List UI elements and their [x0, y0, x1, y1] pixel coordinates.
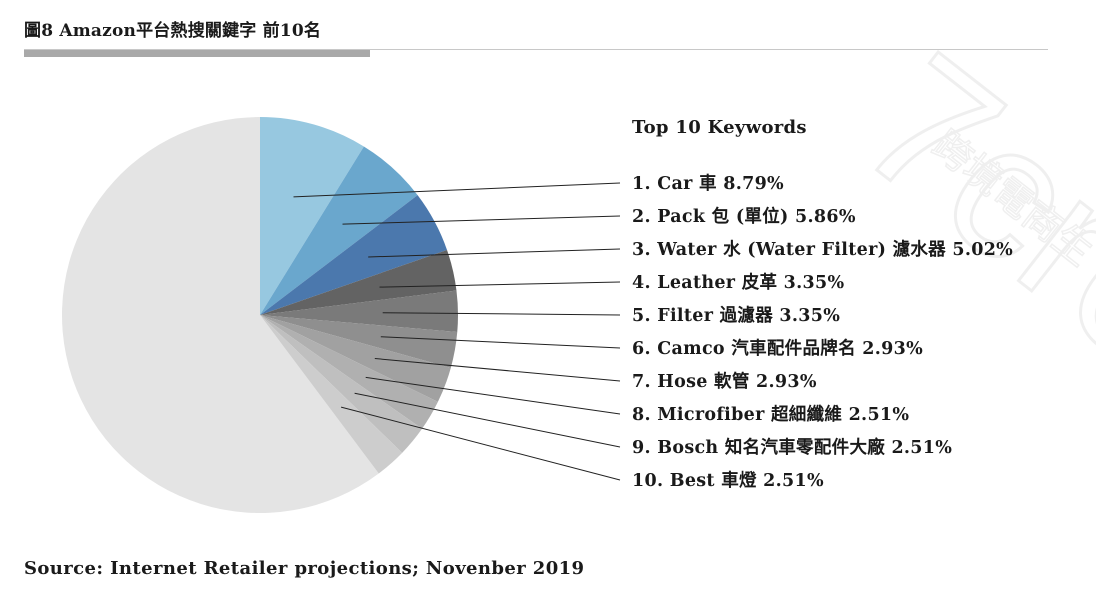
source-note: Source: Internet Retailer projections; N… [24, 558, 585, 579]
leader-line-3 [368, 248, 621, 258]
legend-label-4: 4. Leather 皮革 3.35% [632, 272, 845, 293]
pie-slice-2 [260, 146, 418, 315]
leader-line-9 [354, 392, 621, 448]
pie-slice-5 [260, 290, 458, 333]
leader-line-10 [340, 406, 621, 481]
pie-slice-remainder [61, 116, 379, 513]
legend-label-5: 5. Filter 過濾器 3.35% [632, 305, 840, 326]
pie-slice-8 [260, 315, 438, 429]
leader-line-4 [379, 281, 621, 288]
pie-slice-1 [260, 117, 364, 315]
pie-slice-6 [260, 315, 458, 368]
pie-slice-4 [260, 249, 457, 315]
leader-line-7 [374, 358, 621, 382]
pie-slice-9 [260, 315, 423, 453]
legend-label-2: 2. Pack 包 (單位) 5.86% [632, 206, 856, 227]
pie-slice-3 [260, 195, 448, 315]
page-title: 圖8 Amazon平台熱搜關鍵字 前10名 [24, 21, 322, 41]
leader-line-5 [382, 312, 621, 316]
leader-line-2 [342, 215, 621, 225]
leader-line-8 [365, 376, 621, 415]
pie-slice-10 [260, 315, 403, 474]
legend-label-3: 3. Water 水 (Water Filter) 濾水器 5.02% [632, 239, 1013, 260]
legend-label-7: 7. Hose 軟管 2.93% [632, 371, 817, 392]
title-accent-bar [24, 50, 370, 57]
legend-label-8: 8. Microfiber 超細纖維 2.51% [632, 404, 909, 425]
legend-label-9: 9. Bosch 知名汽車零配件大廠 2.51% [632, 437, 952, 458]
legend-label-10: 10. Best 車燈 2.51% [632, 470, 824, 491]
leader-line-6 [380, 336, 621, 349]
title-divider [24, 49, 1048, 50]
legend-label-1: 1. Car 車 8.79% [632, 173, 784, 194]
leader-line-1 [293, 182, 621, 198]
pie-slice-7 [260, 315, 451, 402]
legend-title: Top 10 Keywords [632, 117, 807, 138]
legend-label-6: 6. Camco 汽車配件品牌名 2.93% [632, 338, 923, 359]
